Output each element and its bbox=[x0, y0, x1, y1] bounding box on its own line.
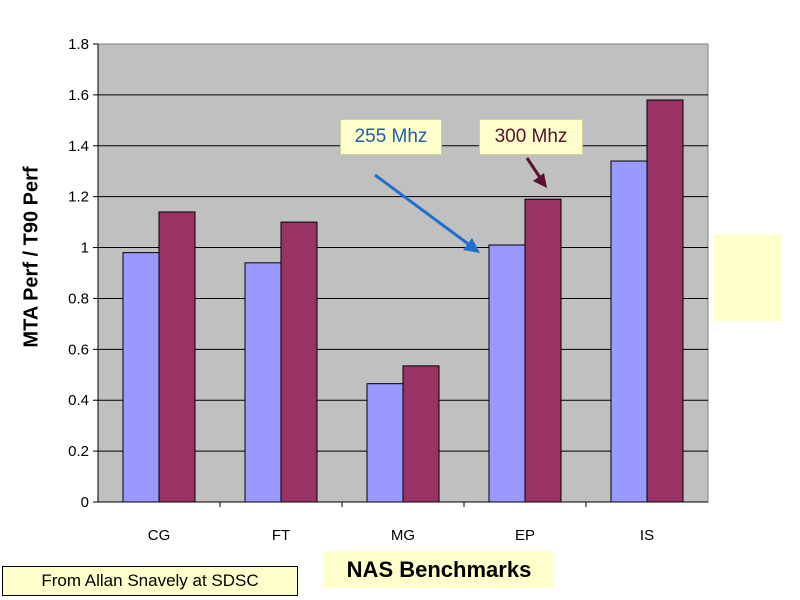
x-tick-label-mg: MG bbox=[391, 527, 415, 544]
bar-cg-series2 bbox=[158, 211, 196, 503]
annotation-255-mhz: 255 Mhz bbox=[340, 119, 442, 155]
y-tick-label: 0.8 bbox=[68, 290, 89, 307]
y-tick-label: 1.8 bbox=[68, 36, 89, 53]
y-tick-label: 0.2 bbox=[68, 443, 89, 460]
bar-cg-series1 bbox=[122, 252, 160, 503]
y-tick-label: 0 bbox=[81, 494, 89, 511]
bar-is-series2 bbox=[646, 99, 684, 503]
arrow-300 bbox=[525, 157, 543, 180]
bar-ft-series1 bbox=[244, 262, 282, 503]
y-tick-label: 1.2 bbox=[68, 189, 89, 206]
x-axis-ticks: CG FT MG EP IS bbox=[148, 502, 654, 544]
bar-mg-series1 bbox=[366, 383, 404, 503]
y-tick-label: 1 bbox=[81, 240, 89, 257]
bar-ep-series1 bbox=[488, 244, 526, 503]
y-tick-label: 0.6 bbox=[68, 341, 89, 358]
y-tick-label: 1.4 bbox=[68, 138, 89, 155]
y-axis-title: MTA Perf / T90 Perf bbox=[14, 122, 50, 392]
bar-ep-series2 bbox=[524, 198, 562, 503]
arrow-255-head bbox=[463, 238, 480, 253]
bar-ft-series2 bbox=[280, 221, 318, 503]
y-tick-label: 1.6 bbox=[68, 87, 89, 104]
y-tick-label: 0.4 bbox=[68, 392, 89, 409]
x-tick-label-ft: FT bbox=[272, 527, 290, 544]
y-axis-ticks: 0 0.2 0.4 0.6 0.8 1 1.2 1.4 1.6 1.8 bbox=[68, 36, 98, 511]
arrow-300-head bbox=[533, 173, 547, 188]
x-axis-title: NAS Benchmarks bbox=[324, 551, 554, 588]
x-tick-label-is: IS bbox=[640, 527, 654, 544]
x-tick-label-cg: CG bbox=[148, 527, 171, 544]
empty-note-box bbox=[714, 234, 781, 321]
y-axis-title-text: MTA Perf / T90 Perf bbox=[20, 166, 43, 348]
bar-is-series1 bbox=[610, 160, 648, 503]
bar-mg-series2 bbox=[402, 365, 440, 503]
bars bbox=[122, 99, 684, 503]
x-tick-label-ep: EP bbox=[515, 527, 535, 544]
source-note: From Allan Snavely at SDSC bbox=[2, 566, 298, 596]
arrow-255 bbox=[374, 173, 472, 248]
annotation-300-mhz: 300 Mhz bbox=[479, 119, 583, 155]
